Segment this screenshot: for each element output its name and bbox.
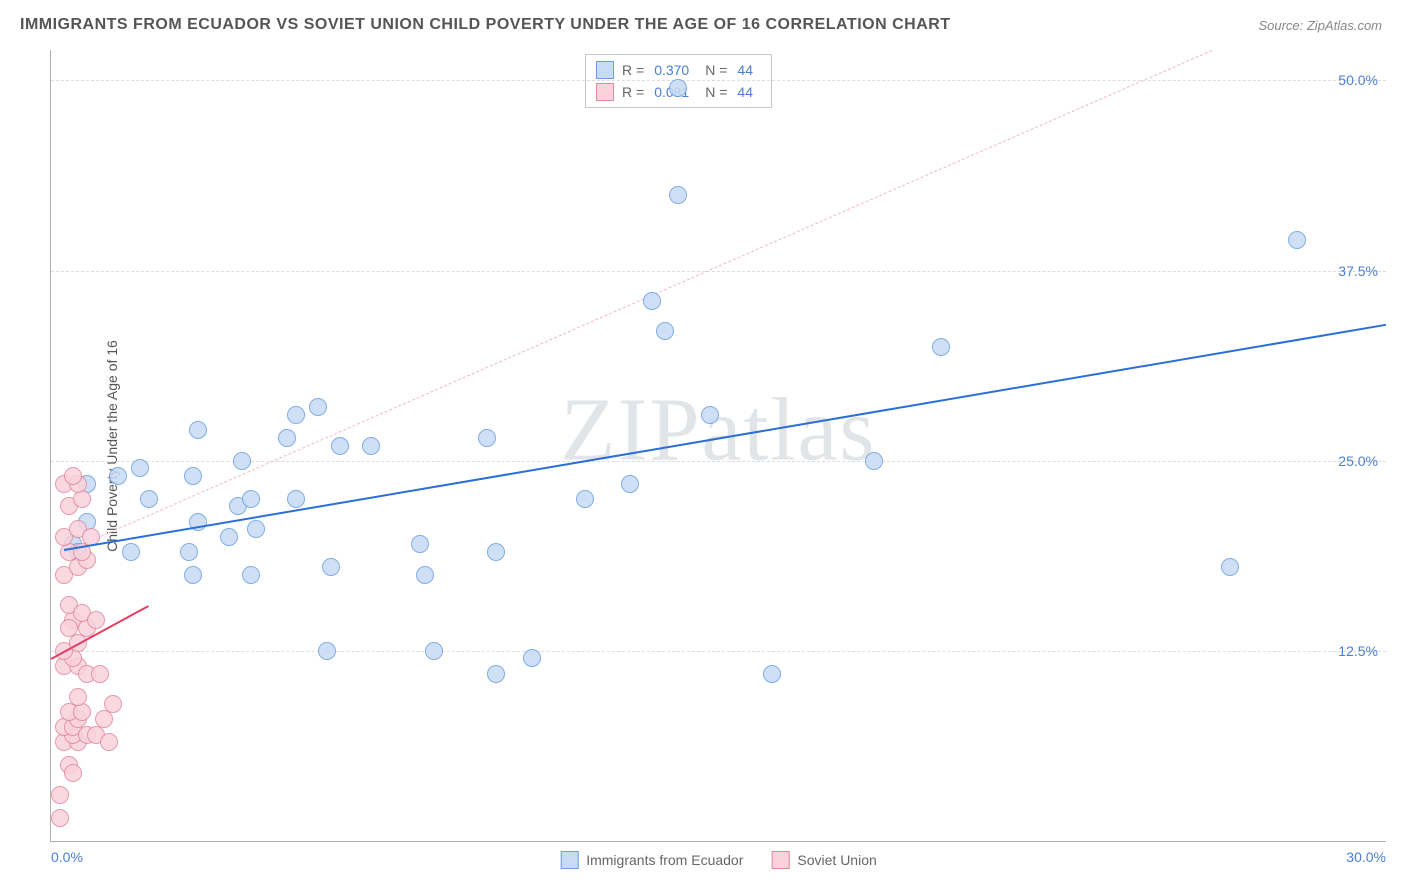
legend-item: Soviet Union	[771, 851, 876, 869]
n-label: N =	[705, 59, 727, 81]
data-point	[701, 406, 719, 424]
n-value: 44	[737, 59, 753, 81]
data-point	[318, 642, 336, 660]
series-legend: Immigrants from Ecuador Soviet Union	[560, 851, 877, 869]
data-point	[487, 665, 505, 683]
legend-swatch	[560, 851, 578, 869]
legend-swatch	[596, 83, 614, 101]
watermark: ZIPatlas	[561, 378, 877, 481]
data-point	[1288, 231, 1306, 249]
data-point	[865, 452, 883, 470]
r-label: R =	[622, 59, 644, 81]
data-point	[91, 665, 109, 683]
data-point	[643, 292, 661, 310]
data-point	[140, 490, 158, 508]
data-point	[69, 688, 87, 706]
data-point	[87, 611, 105, 629]
data-point	[122, 543, 140, 561]
source-label: Source: ZipAtlas.com	[1258, 18, 1382, 33]
data-point	[51, 786, 69, 804]
y-tick-label: 50.0%	[1338, 72, 1378, 88]
r-label: R =	[622, 81, 644, 103]
data-point	[669, 186, 687, 204]
data-point	[763, 665, 781, 683]
legend-label: Soviet Union	[797, 852, 876, 868]
data-point	[104, 695, 122, 713]
data-point	[184, 566, 202, 584]
legend-label: Immigrants from Ecuador	[586, 852, 743, 868]
data-point	[189, 421, 207, 439]
y-tick-label: 37.5%	[1338, 263, 1378, 279]
y-tick-label: 12.5%	[1338, 643, 1378, 659]
data-point	[523, 649, 541, 667]
chart-title: IMMIGRANTS FROM ECUADOR VS SOVIET UNION …	[20, 16, 951, 34]
data-point	[131, 459, 149, 477]
data-point	[1221, 558, 1239, 576]
r-value: 0.370	[654, 59, 689, 81]
gridline	[51, 271, 1386, 272]
data-point	[180, 543, 198, 561]
gridline	[51, 651, 1386, 652]
legend-row: R = 0.370 N = 44	[596, 59, 761, 81]
data-point	[932, 338, 950, 356]
x-tick-label: 30.0%	[1346, 849, 1386, 865]
data-point	[425, 642, 443, 660]
data-point	[242, 566, 260, 584]
data-point	[621, 475, 639, 493]
data-point	[411, 535, 429, 553]
y-tick-label: 25.0%	[1338, 453, 1378, 469]
plot-area: ZIPatlas R =0.370N =44R =0.081N =44 Immi…	[50, 50, 1386, 842]
data-point	[416, 566, 434, 584]
legend-swatch	[596, 61, 614, 79]
n-label: N =	[705, 81, 727, 103]
data-point	[331, 437, 349, 455]
n-value: 44	[737, 81, 753, 103]
data-point	[278, 429, 296, 447]
data-point	[362, 437, 380, 455]
data-point	[247, 520, 265, 538]
data-point	[233, 452, 251, 470]
data-point	[669, 79, 687, 97]
legend-item: Immigrants from Ecuador	[560, 851, 743, 869]
data-point	[242, 490, 260, 508]
data-point	[184, 467, 202, 485]
data-point	[322, 558, 340, 576]
trend-line	[64, 324, 1386, 551]
data-point	[309, 398, 327, 416]
data-point	[64, 764, 82, 782]
data-point	[287, 406, 305, 424]
data-point	[95, 710, 113, 728]
data-point	[487, 543, 505, 561]
data-point	[656, 322, 674, 340]
trend-line	[64, 50, 1212, 553]
data-point	[64, 467, 82, 485]
data-point	[287, 490, 305, 508]
legend-swatch	[771, 851, 789, 869]
data-point	[60, 619, 78, 637]
data-point	[51, 809, 69, 827]
data-point	[100, 733, 118, 751]
data-point	[576, 490, 594, 508]
data-point	[478, 429, 496, 447]
x-tick-label: 0.0%	[51, 849, 83, 865]
data-point	[220, 528, 238, 546]
data-point	[109, 467, 127, 485]
gridline	[51, 80, 1386, 81]
